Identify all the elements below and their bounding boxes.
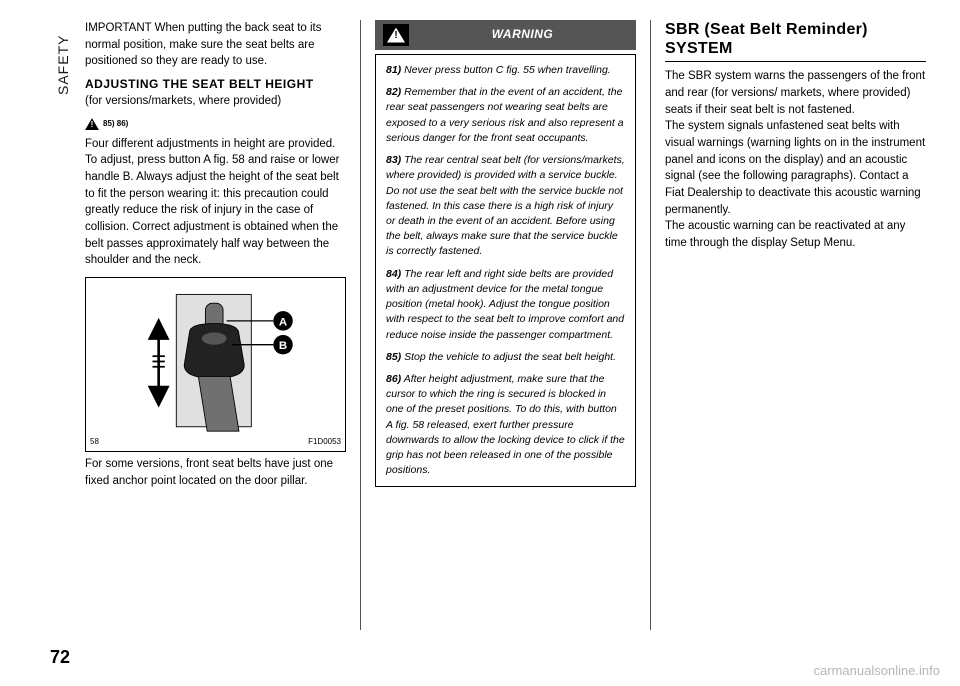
figure-code: F1D0053	[308, 436, 341, 448]
warning-triangle-icon	[85, 118, 99, 130]
warning-ref-numbers: 85) 86)	[103, 118, 128, 130]
warning-box: 81) Never press button C fig. 55 when tr…	[375, 54, 636, 487]
fixed-anchor-paragraph: For some versions, front seat belts have…	[85, 456, 346, 489]
warning-banner-icon-box	[383, 24, 409, 46]
figure-58: A B 58 F1D0053	[85, 277, 346, 452]
heading-adjusting: ADJUSTING THE SEAT BELT HEIGHT	[85, 76, 346, 93]
seatbelt-adjuster-illustration: A B	[126, 290, 306, 440]
page-number: 72	[50, 647, 70, 668]
important-paragraph: IMPORTANT When putting the back seat to …	[85, 20, 346, 70]
heading-sbr: SBR (Seat Belt Reminder) SYSTEM	[665, 20, 926, 62]
warning-banner: WARNING	[375, 20, 636, 50]
figure-number: 58	[90, 436, 99, 448]
section-label: SAFETY	[55, 35, 71, 95]
warning-item: 82) Remember that in the event of an acc…	[386, 85, 625, 146]
column-1: IMPORTANT When putting the back seat to …	[45, 20, 361, 630]
page-content: IMPORTANT When putting the back seat to …	[0, 0, 960, 640]
subnote: (for versions/markets, where provided)	[85, 93, 346, 110]
svg-text:B: B	[278, 340, 286, 352]
warning-item: 83) The rear central seat belt (for vers…	[386, 153, 625, 260]
watermark: carmanualsonline.info	[814, 663, 940, 678]
column-2: WARNING 81) Never press button C fig. 55…	[361, 20, 651, 630]
figure-footer: 58 F1D0053	[86, 436, 345, 452]
warning-item: 84) The rear left and right side belts a…	[386, 267, 625, 343]
column-3: SBR (Seat Belt Reminder) SYSTEM The SBR …	[651, 20, 940, 630]
warning-item: 85) Stop the vehicle to adjust the seat …	[386, 350, 625, 365]
adjust-paragraph: Four different adjustments in height are…	[85, 136, 346, 269]
svg-text:A: A	[278, 316, 286, 328]
warning-banner-icon	[387, 28, 405, 43]
warning-banner-title: WARNING	[417, 26, 628, 43]
warning-item: 81) Never press button C fig. 55 when tr…	[386, 63, 625, 78]
warning-ref-icon: 85) 86)	[85, 118, 128, 130]
warning-item: 86) After height adjustment, make sure t…	[386, 372, 625, 479]
sbr-paragraph: The SBR system warns the passengers of t…	[665, 68, 926, 251]
